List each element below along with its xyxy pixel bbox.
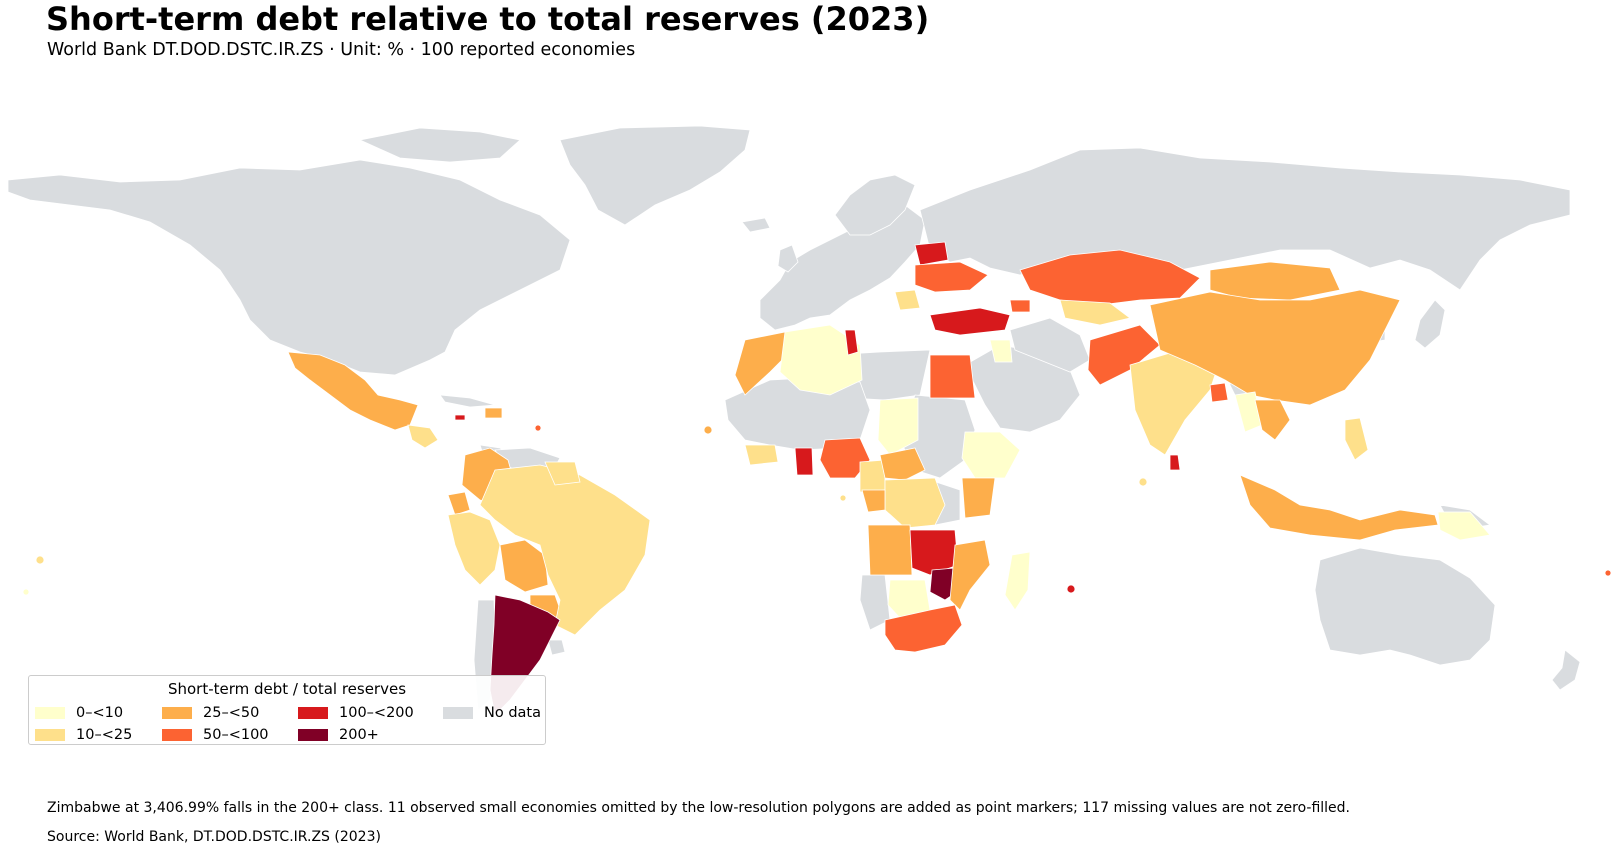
country-china xyxy=(1149,289,1401,406)
country-ghana xyxy=(794,447,814,476)
country-jamaica xyxy=(454,414,466,421)
legend-label: 100–<200 xyxy=(339,705,414,721)
legend-swatch xyxy=(162,729,192,741)
country-turkey xyxy=(929,307,1011,336)
legend-item-100-200: 100–<200 xyxy=(298,704,414,722)
legend-label: 25–<50 xyxy=(203,705,260,721)
legend-swatch xyxy=(35,729,65,741)
legend-label: 10–<25 xyxy=(76,727,133,743)
country-egypt xyxy=(929,354,976,399)
country-bangladesh xyxy=(1209,382,1229,403)
legend-swatch xyxy=(35,707,65,719)
country-kenya-tanzania xyxy=(961,477,996,519)
legend-item-no-data: No data xyxy=(443,704,541,722)
map-title: Short-term debt relative to total reserv… xyxy=(46,0,930,38)
country-ethiopia xyxy=(961,431,1021,479)
marker-small-economy xyxy=(1138,477,1148,487)
country-vietnam-laos xyxy=(1254,399,1291,441)
country-new-zealand xyxy=(1551,649,1581,691)
country-south-africa xyxy=(884,604,963,653)
legend-label: 0–<10 xyxy=(76,705,124,721)
legend-item-10-25: 10–<25 xyxy=(35,726,132,744)
country-arctic-islands xyxy=(358,127,521,163)
country-madagascar xyxy=(1004,551,1031,611)
country-tunisia xyxy=(844,329,859,356)
country-north-america xyxy=(7,159,571,376)
marker-small-economy xyxy=(35,555,45,565)
country-pakistan xyxy=(1087,324,1161,386)
country-cameroon xyxy=(859,459,886,493)
country-angola xyxy=(867,524,913,576)
marker-small-economy xyxy=(703,425,713,435)
country-cuba xyxy=(439,394,496,408)
country-ecuador xyxy=(447,491,471,516)
country-sri-lanka xyxy=(1169,454,1181,471)
country-indonesia xyxy=(1239,474,1439,541)
country-belarus xyxy=(914,241,949,266)
country-philippines xyxy=(1344,417,1369,461)
footnote: Zimbabwe at 3,406.99% falls in the 200+ … xyxy=(47,800,1351,816)
country-congo xyxy=(884,477,946,529)
legend-swatch xyxy=(298,707,328,719)
country-nigeria xyxy=(819,437,871,479)
country-iran xyxy=(1009,317,1091,373)
country-bolivia xyxy=(499,539,549,593)
country-png xyxy=(1437,511,1491,541)
country-algeria xyxy=(779,324,863,396)
marker-small-economy xyxy=(1604,569,1612,577)
country-ukraine xyxy=(914,261,989,293)
legend-label: 200+ xyxy=(339,727,379,743)
legend-label: 50–<100 xyxy=(203,727,269,743)
legend-item-0-10: 0–<10 xyxy=(35,704,123,722)
country-niger xyxy=(877,397,919,456)
country-dominican-republic xyxy=(484,407,503,419)
country-senegal-region xyxy=(744,444,779,466)
legend-item-200-plus: 200+ xyxy=(298,726,379,744)
country-japan xyxy=(1414,299,1446,349)
country-georgia-armenia xyxy=(1009,299,1031,313)
country-uruguay xyxy=(547,639,566,656)
map-legend: Short-term debt / total reserves 0–<10 1… xyxy=(28,675,546,745)
country-uk xyxy=(777,244,799,273)
marker-small-economy xyxy=(1066,584,1076,594)
country-brazil xyxy=(479,464,651,636)
country-greenland xyxy=(559,125,751,226)
source-note: Source: World Bank, DT.DOD.DSTC.IR.ZS (2… xyxy=(47,829,381,845)
marker-small-economy xyxy=(839,494,847,502)
legend-title: Short-term debt / total reserves xyxy=(167,680,407,698)
country-europe xyxy=(759,204,926,331)
country-peru xyxy=(447,511,501,586)
legend-item-25-50: 25–<50 xyxy=(162,704,259,722)
marker-small-economy xyxy=(534,424,542,432)
country-jordan-lebanon xyxy=(989,339,1013,363)
country-scandinavia xyxy=(834,174,916,236)
legend-label: No data xyxy=(484,705,541,721)
country-chad-car xyxy=(879,447,926,481)
country-balkans xyxy=(894,289,921,311)
country-iceland xyxy=(741,217,771,233)
legend-swatch xyxy=(162,707,192,719)
country-mongolia xyxy=(1209,261,1341,301)
country-guatemala-region xyxy=(407,424,439,449)
legend-swatch xyxy=(298,729,328,741)
marker-small-economy xyxy=(22,588,30,596)
map-subtitle: World Bank DT.DOD.DSTC.IR.ZS · Unit: % ·… xyxy=(47,40,636,60)
country-mozambique xyxy=(949,539,991,611)
legend-swatch xyxy=(443,707,473,719)
country-guyana-suriname xyxy=(544,461,581,486)
country-uzbekistan-region xyxy=(1059,299,1131,326)
country-kazakhstan xyxy=(1019,249,1201,306)
country-gabon xyxy=(861,489,886,513)
country-australia xyxy=(1314,547,1496,666)
legend-item-50-100: 50–<100 xyxy=(162,726,269,744)
